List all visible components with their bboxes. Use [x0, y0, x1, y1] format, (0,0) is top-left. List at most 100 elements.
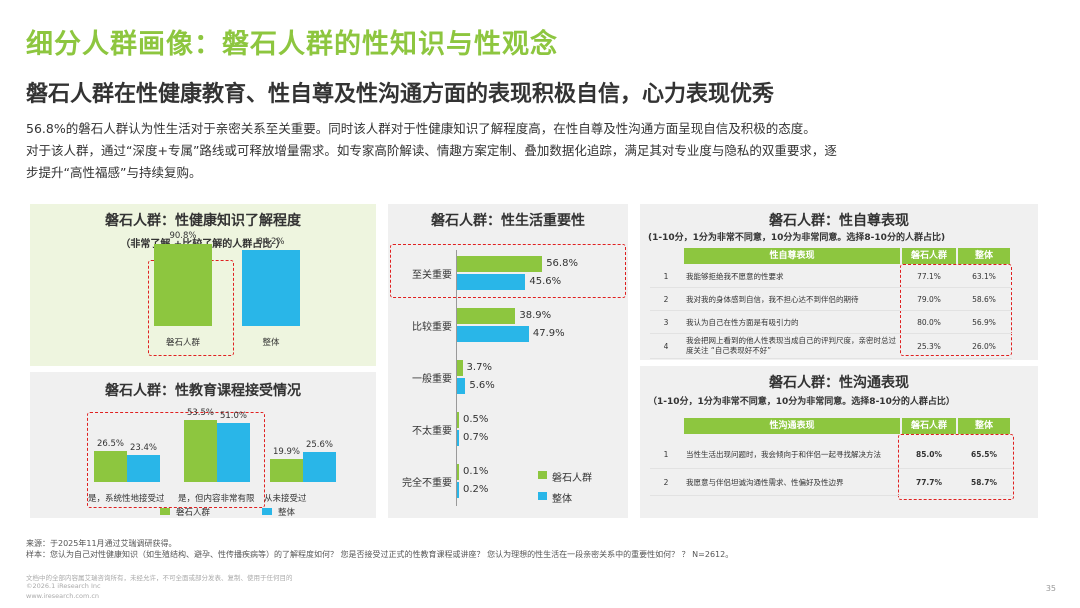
data-label: 45.6%: [529, 276, 562, 287]
data-label: 0.2%: [463, 484, 489, 495]
highlight-box: [87, 412, 265, 508]
table-row: 1 当性生活出现问题时，我会倾向于和伴侣一起寻找解决方法 85.0% 65.5%: [650, 440, 1012, 469]
bar: [270, 458, 303, 482]
row-value-a: 79.0%: [902, 287, 956, 311]
data-label: 90.8%: [169, 231, 197, 242]
legend-swatch-blue: [262, 508, 272, 515]
category-label: 从未接受过: [264, 494, 307, 504]
data-label: 5.6%: [469, 380, 495, 391]
bar: [127, 454, 160, 482]
knowledge-panel: 磐石人群：性健康知识了解程度 （非常了解 +比较了解的人群占比 ） 90.8% 磐…: [30, 204, 376, 366]
self-esteem-panel: 磐石人群：性自尊表现 (1-10分，1分为非常不同意，10分为非常同意。选择8-…: [640, 204, 1038, 360]
row-no: 4: [650, 333, 682, 359]
row-text: 我愿意与伴侣坦诚沟通性需求、性偏好及性边界: [682, 468, 902, 496]
bar: [457, 308, 516, 324]
importance-panel: 磐石人群：性生活重要性 至关重要 比较重要 一般重要 不太重要 完全不重要 56.8% 38…: [388, 204, 628, 518]
table-row: 1 我能够拒绝我不愿意的性要求 77.1% 63.1%: [650, 265, 1012, 288]
legend-label: 整体: [552, 494, 572, 505]
bar: [217, 422, 250, 482]
row-text: 当性生活出现问题时，我会倾向于和伴侣一起寻找解决方法: [682, 440, 902, 469]
category-label: 是，但内容非常有限: [178, 494, 255, 504]
col-header: 磐石人群: [902, 248, 956, 264]
education-panel: 磐石人群：性教育课程接受情况 26.5% 53.5% 19.9% 23.4% 51.0%…: [30, 372, 376, 518]
row-no: 2: [650, 287, 682, 311]
copyright-line: ©2026.1 iResearch Inc: [26, 582, 101, 590]
education-title: 磐石人群：性教育课程接受情况: [105, 383, 301, 399]
data-label: 56.8%: [546, 258, 578, 269]
data-label: 25.6%: [305, 440, 333, 451]
page-title: 细分人群画像：磐石人群的性知识与性观念: [26, 29, 558, 60]
row-value-a: 25.3%: [902, 333, 956, 359]
communication-note: （1-10分，1分为非常不同意，10分为非常同意。选择8-10分的人群占比）: [648, 397, 955, 407]
col-header: 整体: [958, 418, 1010, 434]
row-text: 我对我的身体感到自信，我不担心达不到伴侣的期待: [682, 287, 902, 311]
row-value-b: 58.6%: [956, 287, 1012, 311]
row-no: 3: [650, 310, 682, 334]
data-label: 26.5%: [96, 439, 124, 450]
data-label: 0.1%: [463, 466, 489, 477]
row-text: 我能够拒绝我不愿意的性要求: [682, 265, 902, 288]
table-row: 2 我愿意与伴侣坦诚沟通性需求、性偏好及性边界 77.7% 58.7%: [650, 468, 1012, 496]
col-header: 整体: [958, 248, 1010, 264]
axis-line: [456, 250, 457, 506]
row-value-b: 65.5%: [956, 440, 1012, 469]
table-row: 4 我会把网上看到的他人性表现当成自己的评判尺度，亲密时总过度关注 “自己表现好不…: [650, 333, 1012, 359]
row-value-a: 77.1%: [902, 265, 956, 288]
self-esteem-note: (1-10分，1分为非常不同意，10分为非常同意。选择8-10分的人群占比): [648, 233, 946, 243]
knowledge-title: 磐石人群：性健康知识了解程度: [105, 213, 301, 229]
bar: [154, 244, 212, 326]
row-no: 2: [650, 468, 682, 496]
source-note: 来源：于2025年11月通过艾瑞调研获得。: [26, 539, 177, 548]
website-link[interactable]: www.iresearch.com.cn: [26, 592, 100, 600]
row-value-b: 63.1%: [956, 265, 1012, 288]
col-header: 性自尊表现: [684, 248, 900, 264]
bar: [184, 419, 217, 482]
self-esteem-table: 1 我能够拒绝我不愿意的性要求 77.1% 63.1% 2 我对我的身体感到自信，我不担…: [650, 265, 1012, 359]
row-no: 1: [650, 440, 682, 469]
bar: [457, 464, 459, 480]
table-row: 3 我认为自己在性方面是有吸引力的 80.0% 56.9%: [650, 310, 1012, 334]
bar: [457, 378, 466, 394]
page-subtitle: 磐石人群在性健康教育、性自尊及性沟通方面的表现积极自信，心力表现优秀: [26, 82, 775, 107]
bar: [457, 274, 526, 290]
bar: [457, 326, 529, 342]
bar: [242, 250, 300, 326]
row-text: 我会把网上看到的他人性表现当成自己的评判尺度，亲密时总过度关注 “自己表现好不好…: [682, 333, 902, 359]
bar: [457, 412, 459, 428]
sample-note: 样本：您认为自己对性健康知识（如生殖结构、避孕、性传播疾病等）的了解程度如何？ …: [26, 550, 734, 559]
category-label: 一般重要: [412, 374, 452, 385]
category-label: 不太重要: [412, 426, 452, 437]
bar: [457, 360, 463, 376]
legend-label: 整体: [278, 508, 296, 518]
page-number: 35: [1045, 584, 1056, 593]
col-header: 性沟通表现: [684, 418, 900, 434]
intro-line-3: 步提升“高性福感”与持续复购。: [26, 165, 202, 180]
bar: [303, 452, 336, 482]
category-label: 至关重要: [412, 270, 452, 281]
data-label: 19.9%: [272, 446, 300, 457]
category-label: 整体: [262, 338, 280, 348]
row-value-a: 77.7%: [902, 468, 956, 496]
row-value-a: 85.0%: [902, 440, 956, 469]
category-label: 完全不重要: [402, 478, 452, 489]
row-value-b: 56.9%: [956, 310, 1012, 334]
legend-swatch-blue: [538, 492, 547, 500]
category-label: 比较重要: [412, 322, 452, 333]
data-label: 47.9%: [532, 328, 565, 339]
data-label: 3.7%: [466, 362, 492, 373]
self-esteem-title: 磐石人群：性自尊表现: [769, 213, 909, 229]
category-label: 磐石人群: [165, 338, 200, 348]
communication-panel: 磐石人群：性沟通表现 （1-10分，1分为非常不同意，10分为非常同意。选择8-…: [640, 366, 1038, 518]
row-value-b: 26.0%: [956, 333, 1012, 359]
highlight-box: [390, 244, 626, 298]
importance-title: 磐石人群：性生活重要性: [431, 213, 585, 229]
row-value-b: 58.7%: [956, 468, 1012, 496]
col-header: 磐石人群: [902, 418, 956, 434]
legend-swatch-green: [160, 508, 170, 515]
copyright-line: 文档中的全部内容属艾瑞咨询所有，未经允许，不可全面或部分发表、复制、使用于任何目…: [26, 574, 293, 582]
data-label: 53.5%: [186, 407, 214, 418]
row-text: 我认为自己在性方面是有吸引力的: [682, 310, 902, 334]
legend-label: 磐石人群: [552, 473, 592, 484]
data-label: 51.0%: [219, 410, 247, 421]
